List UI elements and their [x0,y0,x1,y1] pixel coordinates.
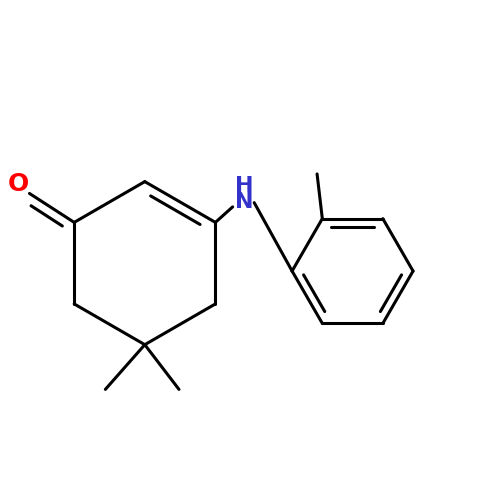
Text: H: H [236,176,254,196]
Text: N: N [236,192,254,212]
Text: O: O [8,172,28,196]
